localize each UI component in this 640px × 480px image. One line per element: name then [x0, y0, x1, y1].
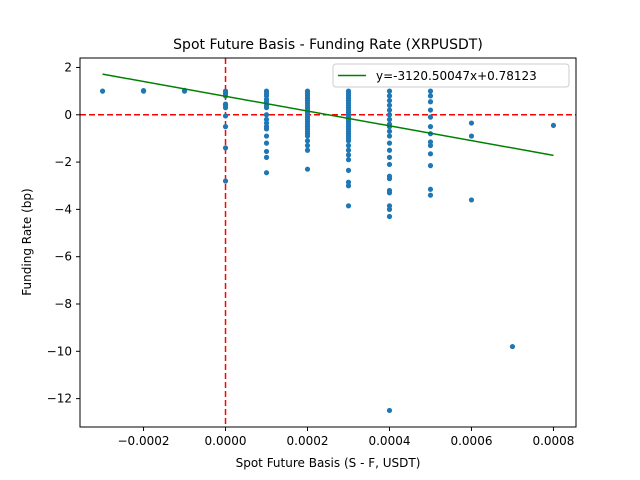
- data-point: [427, 124, 434, 130]
- data-point: [222, 124, 229, 130]
- x-axis-label: Spot Future Basis (S - F, USDT): [236, 456, 421, 470]
- x-tick-label: 0.0002: [287, 434, 329, 448]
- data-point: [304, 138, 311, 144]
- data-point: [222, 145, 229, 151]
- data-point: [386, 102, 393, 108]
- data-point: [345, 147, 352, 153]
- data-point: [386, 407, 393, 414]
- data-point: [468, 133, 475, 139]
- x-tick-label: 0.0004: [368, 434, 410, 448]
- data-point: [99, 88, 106, 94]
- data-point: [509, 343, 516, 350]
- data-point: [386, 128, 393, 134]
- data-point: [345, 138, 352, 144]
- data-point: [427, 93, 434, 99]
- y-tick-label: 0: [64, 108, 72, 122]
- data-point: [345, 157, 352, 163]
- data-point: [468, 197, 475, 203]
- data-point: [345, 183, 352, 189]
- y-tick-label: −8: [54, 297, 72, 311]
- data-point: [386, 147, 393, 153]
- y-tick-label: 2: [64, 60, 72, 74]
- data-point: [427, 151, 434, 157]
- legend-box: [332, 63, 570, 88]
- data-point: [140, 88, 147, 94]
- legend-label: y=-3120.50047x+0.78123: [376, 69, 537, 83]
- data-point: [263, 154, 270, 160]
- x-tick-label: 0.0008: [532, 434, 574, 448]
- data-point: [468, 120, 475, 126]
- fit-line: [102, 73, 554, 157]
- data-point: [386, 107, 393, 113]
- data-point: [386, 140, 393, 146]
- data-point: [386, 190, 393, 196]
- data-point: [427, 88, 434, 94]
- data-point: [263, 105, 270, 111]
- data-point: [263, 126, 270, 132]
- data-point: [345, 142, 352, 149]
- data-point: [386, 93, 393, 99]
- data-point: [386, 154, 393, 160]
- y-axis-label: Funding Rate (bp): [20, 188, 34, 295]
- reference-lines: [80, 58, 576, 427]
- data-point: [550, 122, 557, 129]
- data-point: [386, 112, 393, 118]
- data-point: [427, 114, 434, 120]
- data-point: [386, 116, 393, 123]
- data-point: [222, 178, 229, 184]
- x-tick-label: 0.0006: [450, 434, 492, 448]
- y-axis: 2 0 −2 −4 −6 −8 −10 −12: [47, 60, 80, 406]
- data-point: [427, 99, 434, 105]
- data-point: [427, 107, 434, 113]
- x-tick-label: −0.0002: [118, 434, 170, 448]
- data-point: [427, 142, 434, 149]
- y-tick-label: −2: [54, 155, 72, 169]
- data-point: [263, 148, 270, 155]
- data-point: [427, 192, 434, 198]
- y-tick-label: −4: [54, 202, 72, 216]
- data-point: [386, 176, 393, 182]
- y-tick-label: −10: [47, 344, 72, 358]
- data-point: [386, 206, 393, 212]
- data-point: [263, 140, 270, 146]
- data-point: [304, 142, 311, 149]
- x-axis: −0.0002 0.0000 0.0002 0.0004 0.0006 0.0008: [118, 427, 574, 448]
- data-points: [99, 87, 557, 414]
- data-point: [263, 112, 270, 118]
- legend: y=-3120.50047x+0.78123: [332, 63, 570, 88]
- fit-line-group: [102, 73, 554, 157]
- data-point: [304, 166, 311, 172]
- data-point: [263, 133, 270, 139]
- data-point: [222, 105, 229, 111]
- data-point: [386, 88, 393, 94]
- y-tick-label: −12: [47, 392, 72, 406]
- y-tick-label: −6: [54, 250, 72, 264]
- data-point: [386, 213, 393, 220]
- chart-title: Spot Future Basis - Funding Rate (XRPUSD…: [173, 37, 483, 53]
- data-point: [386, 161, 393, 168]
- plot-frame: [79, 57, 577, 428]
- data-point: [386, 133, 393, 139]
- data-point: [427, 186, 434, 192]
- x-tick-label: 0.0000: [205, 434, 247, 448]
- data-point: [345, 203, 352, 209]
- data-point: [304, 147, 311, 153]
- data-point: [345, 152, 352, 158]
- data-point: [263, 170, 270, 176]
- data-point: [386, 97, 393, 104]
- data-point: [304, 133, 311, 139]
- data-point: [222, 113, 229, 119]
- data-point: [345, 167, 352, 173]
- data-point: [427, 163, 434, 169]
